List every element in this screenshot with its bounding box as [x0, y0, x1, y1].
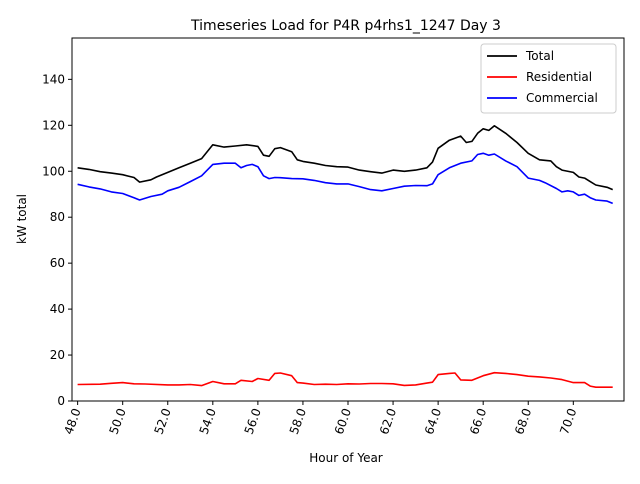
y-tick-label: 40 [50, 302, 65, 316]
y-tick-label: 120 [42, 118, 65, 132]
x-axis-label: Hour of Year [309, 451, 383, 465]
legend-label-total: Total [525, 49, 554, 63]
series-line-commercial [77, 152, 614, 205]
legend-box [480, 43, 617, 114]
y-axis: 0 20 40 60 80 100 120 140 [42, 72, 72, 408]
y-tick-label: 60 [50, 256, 65, 270]
series-line-residential [77, 371, 613, 389]
legend: Total Residential Commercial [480, 43, 617, 114]
y-tick-label: 80 [50, 210, 65, 224]
legend-label-residential: Residential [526, 70, 592, 84]
y-tick-label: 100 [42, 164, 65, 178]
series-line-total [77, 125, 614, 191]
y-tick-label: 0 [57, 394, 65, 408]
y-tick-label: 140 [42, 72, 65, 86]
chart-title: Timeseries Load for P4R p4rhs1_1247 Day … [190, 18, 501, 34]
series-layer [77, 125, 614, 389]
y-axis-label: kW total [15, 194, 29, 244]
y-tick-label: 20 [50, 348, 65, 362]
legend-label-commercial: Commercial [526, 91, 598, 105]
